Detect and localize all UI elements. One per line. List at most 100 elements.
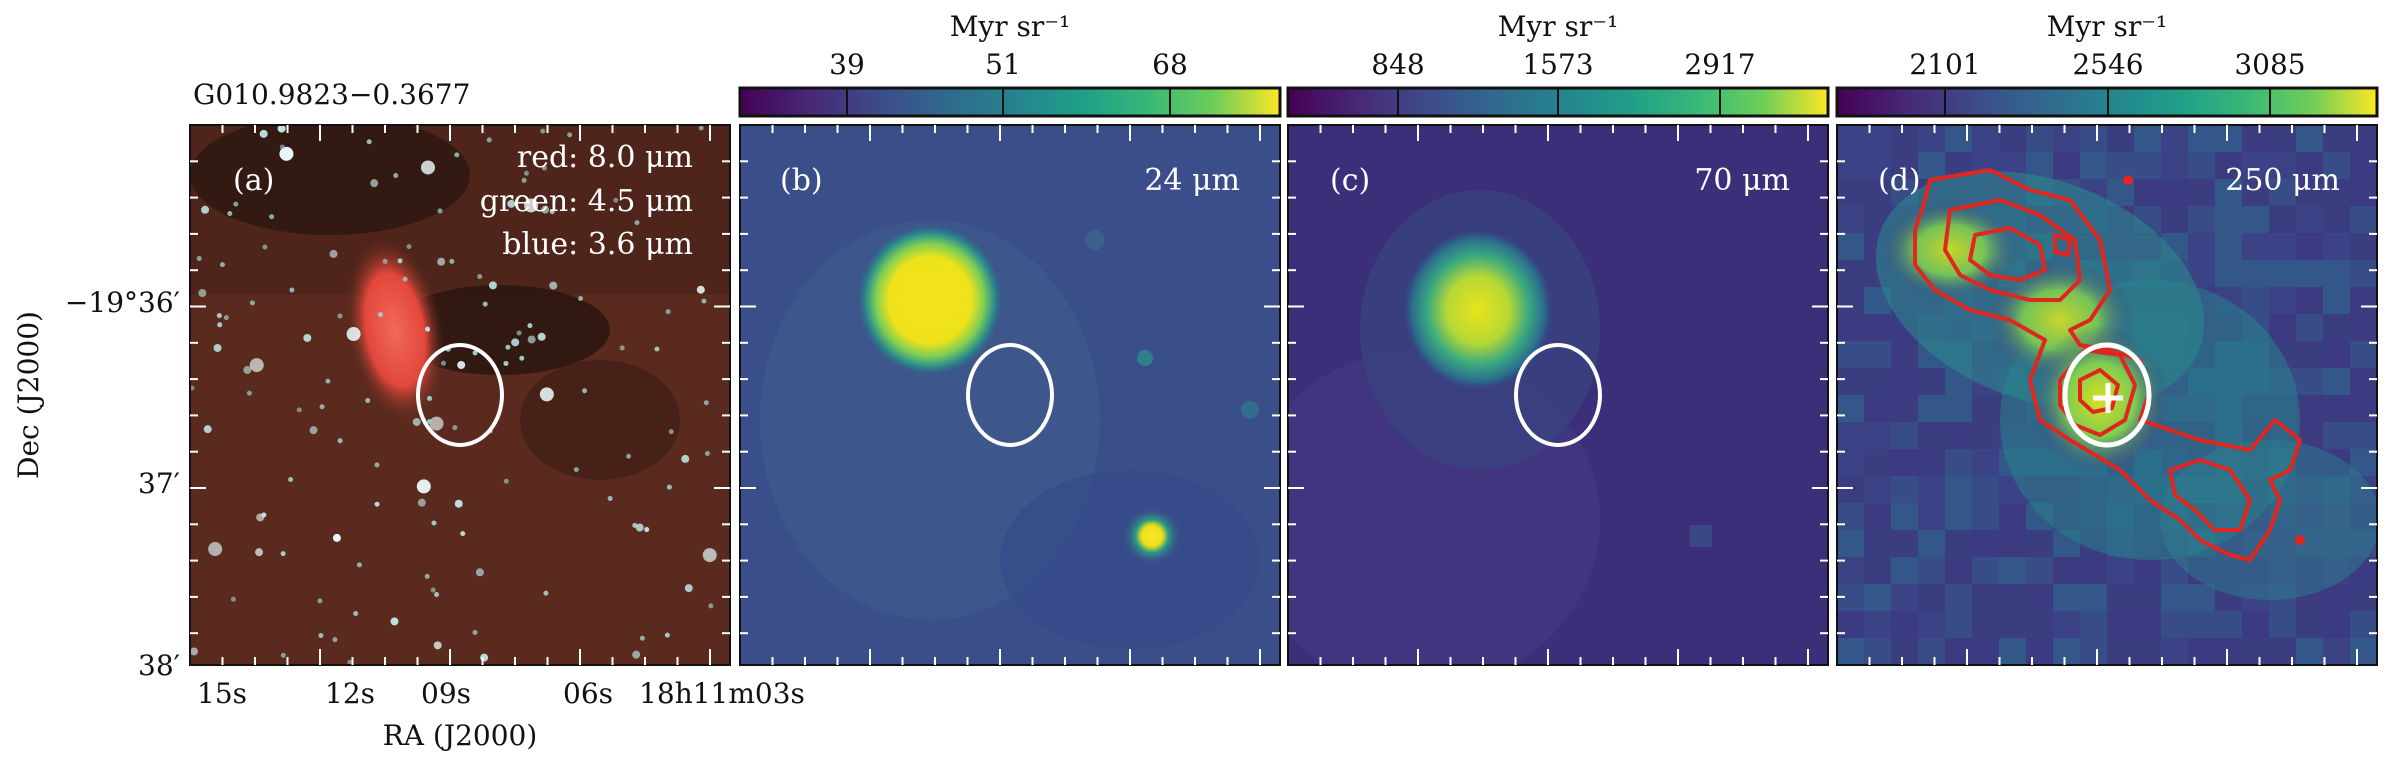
star xyxy=(567,132,573,138)
star xyxy=(196,256,202,262)
star xyxy=(457,360,466,369)
star xyxy=(289,287,295,293)
star xyxy=(337,313,343,319)
star xyxy=(424,573,430,579)
star xyxy=(296,407,302,413)
star xyxy=(219,262,225,268)
source-label: G010.9823−0.3677 xyxy=(193,78,470,111)
panel-a-legend-green: green: 4.5 μm xyxy=(480,184,693,219)
star xyxy=(430,587,436,593)
x-tick-label: 15s xyxy=(197,677,247,710)
x-tick-label: 09s xyxy=(421,677,471,710)
star xyxy=(269,214,275,220)
star xyxy=(654,346,660,352)
panel-b-frame xyxy=(739,124,1281,666)
star xyxy=(213,343,222,352)
star xyxy=(259,129,268,138)
star xyxy=(449,258,455,264)
star xyxy=(441,360,447,366)
panel-a-legend-blue: blue: 3.6 μm xyxy=(502,227,693,262)
panel-d-cross-marker xyxy=(2093,383,2123,413)
star xyxy=(626,453,632,459)
panel-a-frame xyxy=(189,124,731,666)
star xyxy=(261,512,267,518)
star xyxy=(279,144,285,150)
star xyxy=(227,211,233,217)
star xyxy=(288,476,294,482)
star xyxy=(519,355,525,361)
star xyxy=(190,647,199,656)
panel-b-bright-source xyxy=(855,222,1005,378)
x-tick-label: 06s xyxy=(563,677,613,710)
panel-b-tag: (b) xyxy=(780,163,823,198)
star xyxy=(503,360,509,366)
star xyxy=(203,425,212,434)
star xyxy=(382,258,388,264)
star xyxy=(573,467,579,473)
star xyxy=(549,281,558,290)
star xyxy=(347,659,353,665)
star xyxy=(332,533,341,542)
star xyxy=(417,498,426,507)
star xyxy=(582,388,588,394)
panel-a-dark-cloud xyxy=(190,125,470,235)
panel-b-marker-ellipse xyxy=(966,343,1054,447)
star xyxy=(230,596,236,602)
star xyxy=(332,637,338,643)
panel-c-colorbar-tick: 1573 xyxy=(1522,48,1593,81)
star xyxy=(277,125,286,133)
panel-b-band: 24 μm xyxy=(1144,163,1240,198)
star xyxy=(346,327,361,342)
star xyxy=(482,301,488,307)
star xyxy=(539,387,554,402)
panel-b-colorbar-tick: 39 xyxy=(829,48,865,81)
panel-d-colorbar-tick: 3085 xyxy=(2234,48,2305,81)
panel-c-colorbar-unit: Myr sr⁻¹ xyxy=(1498,10,1619,43)
star xyxy=(397,258,403,264)
panel-d-colorbar-tick: 2546 xyxy=(2072,48,2143,81)
star xyxy=(454,152,460,158)
star xyxy=(201,205,210,214)
star xyxy=(390,617,399,626)
panel-d-colorbar-tick: 2101 xyxy=(1909,48,1980,81)
star xyxy=(249,358,264,373)
panel-c-colorbar-tick: 2917 xyxy=(1684,48,1755,81)
star xyxy=(406,244,412,250)
panel-b-colorbar-unit: Myr sr⁻¹ xyxy=(950,10,1071,43)
star xyxy=(702,548,717,563)
star xyxy=(356,562,362,568)
panel-b-image xyxy=(740,125,1280,665)
star xyxy=(434,592,440,598)
star xyxy=(427,419,433,425)
y-tick-label: 38′ xyxy=(138,649,180,682)
star xyxy=(280,551,286,557)
star xyxy=(420,160,435,175)
star xyxy=(437,208,443,214)
y-tick-label: 37′ xyxy=(138,467,180,500)
star xyxy=(703,400,709,406)
x-axis-label: RA (J2000) xyxy=(383,719,538,752)
star xyxy=(249,300,255,306)
star xyxy=(216,313,222,319)
star xyxy=(329,249,338,258)
star xyxy=(416,479,431,494)
star xyxy=(190,385,195,391)
star xyxy=(488,281,497,290)
star xyxy=(477,274,483,280)
star xyxy=(262,244,268,250)
axis-ticks xyxy=(190,125,2377,665)
star xyxy=(684,584,693,593)
star xyxy=(664,632,670,638)
star xyxy=(666,484,672,490)
panel-d-colorbar-unit: Myr sr⁻¹ xyxy=(2047,10,2168,43)
star xyxy=(303,333,312,342)
star xyxy=(460,531,466,537)
star xyxy=(607,495,613,501)
star xyxy=(541,205,550,214)
panel-b-point-source xyxy=(1122,506,1182,566)
star xyxy=(644,527,650,533)
star xyxy=(378,312,384,318)
panel-b-colorbar-tick: 51 xyxy=(985,48,1021,81)
star xyxy=(246,390,252,396)
